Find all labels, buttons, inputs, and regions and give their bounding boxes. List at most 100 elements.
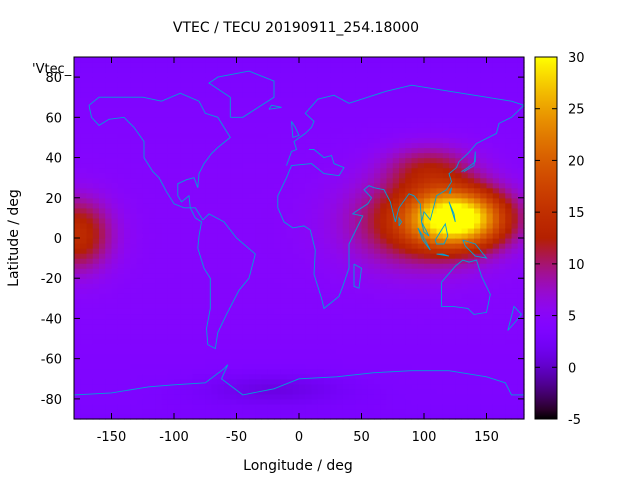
heatmap-cell [336,112,344,118]
heatmap-cell [180,408,188,415]
heatmap-cell [142,97,150,103]
heatmap-cell [474,258,481,264]
heatmap-cell [430,177,438,184]
heatmap-cell [361,258,369,264]
heatmap-cell [180,353,188,360]
heatmap-cell [142,177,150,184]
heatmap-cell [86,122,94,128]
heatmap-cell [217,127,225,134]
heatmap-cell [449,338,456,345]
heatmap-cell [86,202,94,209]
heatmap-cell [236,248,244,254]
heatmap-cell [399,303,406,309]
heatmap-cell [392,258,400,264]
heatmap-cell [161,217,169,224]
heatmap-cell [261,403,269,410]
heatmap-cell [342,232,350,239]
heatmap-cell [242,353,250,360]
heatmap-cell [330,67,338,73]
heatmap-cell [311,303,319,309]
heatmap-cell [392,92,400,98]
heatmap-cell [117,72,125,78]
heatmap-cell [149,152,156,159]
heatmap-cell [455,263,463,269]
heatmap-cell [349,57,356,63]
heatmap-cell [111,398,119,405]
heatmap-cell [442,62,450,68]
heatmap-cell [380,172,388,179]
heatmap-cell [249,373,256,380]
heatmap-cell [317,303,325,309]
heatmap-cell [324,172,331,179]
heatmap-cell [242,192,250,199]
heatmap-cell [380,353,388,360]
heatmap-cell [455,92,463,98]
heatmap-cell [417,102,425,108]
heatmap-cell [411,288,419,294]
heatmap-cell [330,248,338,254]
heatmap-cell [367,308,375,315]
heatmap-cell [105,182,113,189]
heatmap-cell [99,72,106,78]
heatmap-cell [105,413,113,420]
heatmap-cell [117,227,125,234]
heatmap-cell [330,388,338,395]
heatmap-cell [274,248,281,254]
heatmap-cell [280,202,288,209]
heatmap-cell [411,182,419,189]
heatmap-cell [255,87,263,93]
heatmap-cell [255,162,263,169]
heatmap-cell [486,243,494,249]
heatmap-cell [417,393,425,400]
heatmap-cell [124,127,131,134]
heatmap-cell [311,162,319,169]
heatmap-cell [117,172,125,179]
heatmap-cell [355,263,363,269]
heatmap-cell [242,313,250,320]
heatmap-cell [436,62,444,68]
heatmap-cell [167,403,175,410]
heatmap-cell [330,378,338,385]
heatmap-cell [417,263,425,269]
heatmap-cell [311,112,319,118]
heatmap-cell [380,177,388,184]
heatmap-cell [236,398,244,405]
heatmap-cell [142,263,150,269]
heatmap-cell [236,303,244,309]
heatmap-cell [261,388,269,395]
heatmap-cell [80,408,88,415]
heatmap-cell [399,298,406,304]
heatmap-cell [486,77,494,83]
heatmap-cell [261,227,269,234]
heatmap-cell [349,207,356,214]
heatmap-cell [392,338,400,345]
heatmap-cell [205,293,213,299]
heatmap-cell [349,77,356,83]
heatmap-cell [317,227,325,234]
heatmap-cell [486,303,494,309]
heatmap-cell [261,177,269,184]
heatmap-cell [461,383,469,390]
heatmap-cell [367,57,375,63]
heatmap-cell [417,348,425,355]
heatmap-cell [424,413,431,420]
heatmap-cell [430,142,438,149]
heatmap-cell [211,333,219,340]
heatmap-cell [405,157,413,164]
heatmap-cell [180,283,188,289]
heatmap-cell [442,77,450,83]
heatmap-cell [299,117,306,123]
heatmap-cell [474,72,481,78]
heatmap-cell [286,408,294,415]
heatmap-cell [324,77,331,83]
heatmap-cell [261,363,269,370]
heatmap-cell [192,243,200,249]
heatmap-cell [99,268,106,274]
heatmap-cell [86,177,94,184]
heatmap-cell [336,308,344,315]
heatmap-cell [224,258,231,264]
heatmap-cell [411,217,419,224]
heatmap-cell [442,162,450,169]
heatmap-cell [336,243,344,249]
heatmap-cell [317,217,325,224]
